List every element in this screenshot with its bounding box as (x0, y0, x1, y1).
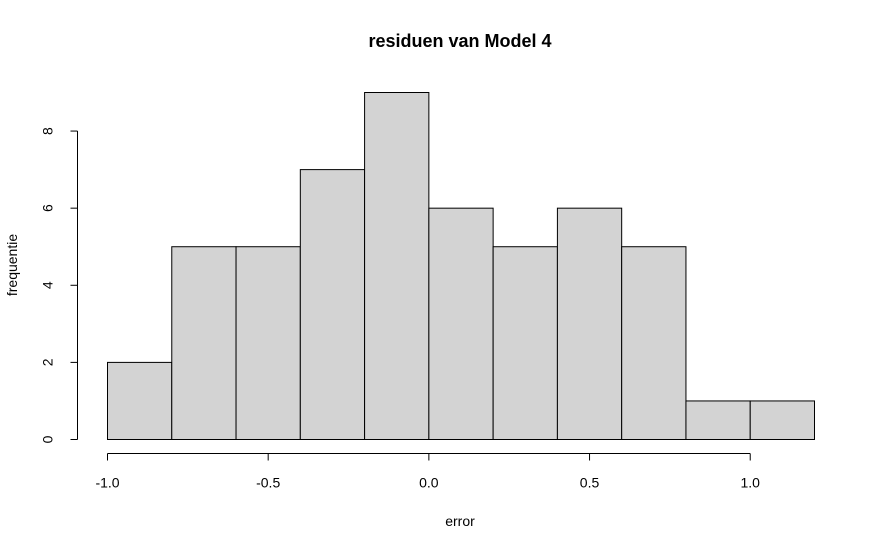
x-tick-label: -1.0 (95, 475, 119, 491)
histogram-bar (492, 246, 558, 440)
y-tick-label: 2 (40, 358, 56, 366)
y-tick-label: 6 (40, 204, 56, 212)
x-tick-label: 0.0 (419, 475, 439, 491)
histogram-bar (299, 169, 366, 440)
x-tick-label: 0.5 (580, 475, 600, 491)
histogram-bar (685, 400, 751, 441)
histogram-bar (749, 400, 816, 441)
histogram-bar (364, 92, 430, 440)
x-tick-label: -0.5 (256, 475, 280, 491)
x-tick-label: 1.0 (740, 475, 760, 491)
histogram-bar (556, 207, 623, 440)
y-tick-label: 8 (40, 127, 56, 135)
x-axis-label: error (445, 513, 475, 529)
histogram-bar (621, 246, 687, 440)
y-axis: 0 2 4 6 8 (40, 127, 78, 443)
chart-title: residuen van Model 4 (368, 31, 551, 51)
y-axis-label: frequentie (4, 234, 20, 296)
histogram-bar (171, 246, 237, 440)
y-tick-label: 4 (40, 281, 56, 289)
y-tick-label: 0 (40, 435, 56, 443)
histogram-bar (107, 361, 173, 440)
x-axis: -1.0 -0.5 0.0 0.5 1.0 (95, 453, 760, 491)
histogram-bars (107, 92, 816, 441)
histogram-bar (235, 246, 301, 440)
histogram-bar (428, 207, 494, 440)
